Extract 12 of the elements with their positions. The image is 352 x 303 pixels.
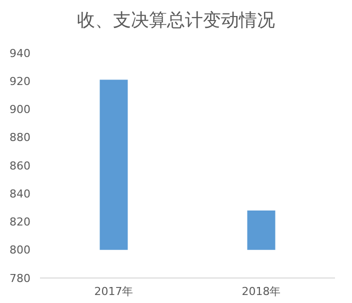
y-tick-label: 900 bbox=[10, 103, 30, 116]
y-tick-label: 800 bbox=[10, 244, 30, 257]
y-tick-label: 880 bbox=[10, 131, 30, 144]
y-tick-label: 860 bbox=[10, 159, 30, 172]
y-tick-label: 780 bbox=[10, 272, 30, 285]
y-tick-label: 840 bbox=[10, 187, 30, 200]
x-tick-label: 2018年 bbox=[242, 285, 281, 298]
y-tick-label: 920 bbox=[10, 74, 30, 88]
x-tick-label: 2017年 bbox=[94, 285, 134, 298]
y-tick-label: 820 bbox=[10, 216, 30, 229]
chart-title: 收、支决算总计变动情况 bbox=[77, 10, 275, 31]
y-tick-label: 940 bbox=[10, 46, 30, 60]
